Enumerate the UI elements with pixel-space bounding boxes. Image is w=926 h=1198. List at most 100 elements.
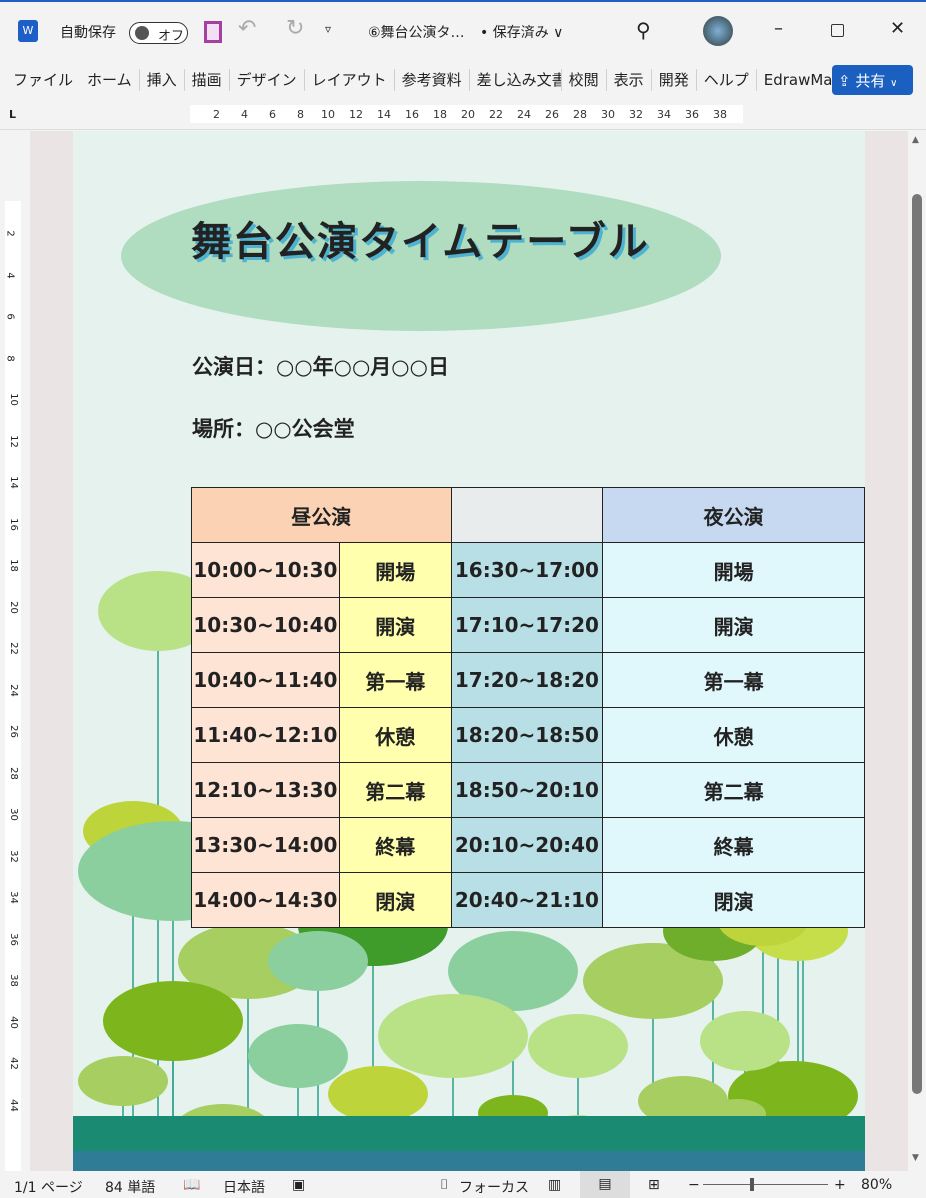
table-row: 12:10~13:30 第二幕 18:50~20:10 第二幕 [191, 762, 865, 818]
zoom-slider[interactable] [703, 1178, 828, 1191]
minimize-icon[interactable]: – [774, 18, 783, 39]
tab-mailings[interactable]: 差し込み文書 [470, 69, 562, 91]
night-time-cell: 18:50~20:10 [450, 762, 604, 818]
toggle-state: オフ [158, 29, 185, 44]
vertical-scrollbar[interactable]: ▲ ▼ [908, 131, 926, 1171]
tab-view[interactable]: 表示 [607, 69, 652, 91]
lily-pad [248, 1024, 348, 1088]
lily-pad [103, 981, 243, 1061]
print-layout-icon[interactable]: ▤ [580, 1171, 630, 1198]
page-title: 舞台公演タイムテーブル [191, 219, 650, 265]
table-row: 10:30~10:40 開演 17:10~17:20 開演 [191, 597, 865, 653]
performance-date: 公演日：○○年○○月○○日 [192, 355, 449, 379]
web-layout-icon[interactable]: ⊞ [648, 1177, 660, 1193]
vertical-ruler[interactable]: 2 4 6 8 10 12 14 16 18 20 22 24 26 28 30 32 34 36 38 40 42 44 [0, 131, 30, 1196]
lily-pad [78, 1056, 168, 1106]
night-time-cell: 16:30~17:00 [450, 542, 604, 598]
language[interactable]: 日本語 [223, 1180, 265, 1196]
tab-draw[interactable]: 描画 [185, 69, 230, 91]
ruler-tick-label: 12 [349, 108, 363, 121]
water-band [73, 1116, 865, 1151]
ruler-tick-label: 28 [573, 108, 587, 121]
focus-label[interactable]: フォーカス [459, 1180, 529, 1196]
proofing-icon[interactable]: 📖 [183, 1177, 201, 1193]
tab-file[interactable]: ファイル [13, 71, 74, 89]
ruler-tick-label: 10 [7, 393, 19, 406]
customize-qat-icon[interactable]: ▿ [325, 22, 332, 36]
table-row: 14:00~14:30 閉演 20:40~21:10 閉演 [191, 872, 865, 928]
ruler-tick-label: 4 [4, 271, 16, 279]
zoom-in-button[interactable]: + [834, 1177, 846, 1193]
ruler-tick-label: 8 [4, 354, 16, 362]
night-event-cell: 開演 [602, 597, 865, 653]
tab-edrawmax[interactable]: EdrawMax [763, 71, 842, 89]
lily-pad [98, 571, 218, 651]
ruler-tick-label: 26 [7, 725, 19, 738]
tab-insert[interactable]: 挿入 [140, 69, 185, 91]
water-band-deep [73, 1151, 865, 1171]
zoom-slider-thumb[interactable] [750, 1178, 754, 1191]
ruler-tick-label: 6 [4, 313, 16, 320]
day-time-cell: 13:30~14:00 [191, 817, 340, 873]
timetable: 昼公演 夜公演 10:00~10:30 開場 16:30~17:00 開場 10:… [191, 487, 865, 928]
tab-design[interactable]: デザイン [230, 69, 305, 91]
redo-icon[interactable]: ↻ [286, 16, 305, 41]
tab-selector-icon[interactable]: L [9, 108, 17, 121]
focus-icon[interactable]: ⌷ [440, 1177, 449, 1193]
lily-pad [583, 943, 723, 1019]
ruler-tick-label: 14 [377, 108, 391, 121]
scroll-up-icon[interactable]: ▲ [912, 135, 919, 145]
table-row: 11:40~12:10 休憩 18:20~18:50 休憩 [191, 707, 865, 763]
document-title[interactable]: ⑥舞台公演タ… [368, 25, 465, 41]
tab-help[interactable]: ヘルプ [697, 69, 757, 91]
ruler-tick-label: 32 [629, 108, 643, 121]
document-page[interactable]: 舞台公演タイムテーブル 公演日：○○年○○月○○日 場所：○○公会堂 昼公演 夜… [73, 131, 865, 1171]
ruler-tick-label: 2 [4, 230, 16, 237]
night-event-cell: 開場 [602, 542, 865, 598]
undo-icon[interactable]: ↶ [238, 16, 257, 41]
tab-references[interactable]: 参考資料 [395, 69, 470, 91]
tab-layout[interactable]: レイアウト [305, 69, 395, 91]
ruler-tick-label: 12 [7, 434, 19, 448]
ruler-tick-label: 6 [269, 108, 276, 121]
ruler-tick-label: 24 [517, 108, 531, 121]
zoom-level[interactable]: 80% [861, 1177, 893, 1193]
lily-pad [448, 931, 578, 1011]
night-time-cell: 17:10~17:20 [450, 597, 604, 653]
ruler-tick-label: 36 [685, 108, 699, 121]
day-time-cell: 10:30~10:40 [191, 597, 340, 653]
accessibility-icon[interactable]: ▣ [292, 1177, 306, 1193]
tab-review[interactable]: 校閲 [562, 69, 607, 91]
ruler-tick-label: 16 [405, 108, 419, 121]
ruler-tick-label: 34 [7, 891, 19, 904]
search-icon[interactable]: ⚲ [636, 18, 651, 42]
ruler-tick-label: 10 [321, 108, 335, 121]
lily-pad [700, 1011, 790, 1071]
ruler-tick-label: 28 [7, 766, 19, 780]
scroll-thumb[interactable] [912, 194, 922, 1094]
day-event-cell: 終幕 [338, 817, 452, 873]
share-label: 共有 [855, 72, 886, 90]
close-icon[interactable]: ✕ [890, 18, 906, 39]
ruler-tick-label: 22 [7, 642, 19, 655]
tab-home[interactable]: ホーム [80, 69, 140, 91]
night-time-cell: 20:10~20:40 [450, 817, 604, 873]
share-button[interactable]: ⇪ 共有 ∨ [832, 65, 913, 95]
tab-developer[interactable]: 開発 [652, 69, 697, 91]
horizontal-ruler[interactable]: L 2 4 6 8 10 12 14 16 18 20 22 24 26 28 30 32 34 36 38 [0, 100, 926, 130]
zoom-out-button[interactable]: − [688, 1177, 700, 1193]
ruler-tick-label: 30 [7, 808, 19, 821]
autosave-toggle[interactable]: オフ [129, 22, 188, 44]
page-count[interactable]: 1/1 ページ [14, 1180, 83, 1196]
read-mode-icon[interactable]: ▥ [548, 1177, 562, 1193]
title-leaf-shape [121, 181, 721, 331]
save-status[interactable]: • 保存済み ∨ [480, 25, 564, 41]
avatar[interactable] [703, 16, 733, 46]
maximize-icon[interactable] [831, 24, 844, 37]
word-count[interactable]: 84 単語 [105, 1180, 156, 1196]
word-logo-icon: W [18, 20, 38, 42]
scroll-down-icon[interactable]: ▼ [912, 1153, 919, 1163]
night-event-cell: 閉演 [602, 872, 865, 928]
save-icon[interactable] [204, 21, 222, 43]
share-icon: ⇪ [838, 72, 856, 90]
